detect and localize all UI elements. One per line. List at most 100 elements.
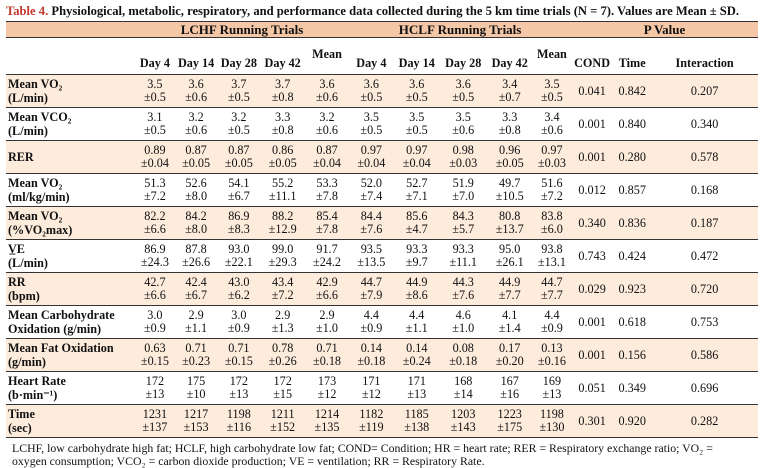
data-cell: 52.7 ±7.1 [393,173,440,207]
cell-sd: ±0.23 [182,354,211,368]
cell-sd: ±6.0 [540,222,563,236]
cell-mean: 44.3 [452,274,474,289]
data-cell: 3.0 ±0.9 [134,305,175,339]
p-value-cell: 0.012 [570,173,614,207]
cell-mean: 3.5 [147,76,163,91]
cell-mean: 84.3 [452,208,474,223]
row-label-line-1: Heart Rate [8,374,66,388]
cell-sd: ±0.8 [271,90,294,104]
cell-mean: 3.0 [231,307,247,322]
cell-mean: 0.71 [228,340,250,355]
table-row: Mean VO₂ (ml/kg/min) 51.3 ±7.2 52.6 ±8.0 54.1 ±… [6,173,758,207]
row-label-line-2: (g/min) [8,355,46,369]
table-caption: Table 4. Physiological, metabolic, respi… [6,4,758,18]
cell-sd: ±13 [542,387,562,401]
cell-mean: 85.6 [406,208,428,223]
data-cell: 43.0 ±6.2 [217,272,261,306]
data-cell: 0.98 ±0.03 [440,140,487,174]
cell-sd: ±0.6 [452,123,475,137]
data-cell: 86.9 ±8.3 [217,206,261,240]
data-cell: 0.87 ±0.04 [304,140,350,174]
column-header: Mean [532,37,571,75]
cell-mean: 0.08 [452,340,474,355]
cell-mean: 0.98 [452,142,474,157]
column-header: Day 42 [260,37,305,75]
data-cell: 95.0 ±26.1 [486,239,533,273]
row-label-line-2: (b·min⁻¹) [8,388,58,402]
cell-sd: ±0.5 [227,90,250,104]
cell-sd: ±13 [229,387,249,401]
p-value-cell: 0.051 [570,371,614,405]
p-value-cell: 0.753 [651,305,758,339]
cell-sd: ±0.15 [140,354,169,368]
cell-sd: ±10 [186,387,206,401]
table-row: RR (bpm) 42.7 ±6.6 42.4 ±6.7 43.0 ±6.2 43.4 ±7.2 4… [6,272,758,306]
table-row: Mean Fat Oxidation (g/min) 0.63 ±0.15 0.71 ±0… [6,338,758,372]
cell-sd: ±13 [145,387,165,401]
cell-sd: ±0.6 [316,123,338,137]
cell-sd: ±13.5 [357,255,386,269]
cell-mean: 1214 [314,406,340,421]
row-label-line-2: (bpm) [8,289,40,303]
p-value-cell: 0.001 [570,305,614,339]
cell-mean: 53.3 [316,175,338,190]
cell-sd: ±0.5 [452,90,475,104]
p-value-cell: 0.207 [651,74,758,108]
row-label-line-1: RR [8,275,26,289]
cell-mean: 44.9 [406,274,428,289]
cell-sd: ±7.0 [452,189,475,203]
cell-sd: ±0.6 [185,90,208,104]
data-cell: 167 ±16 [486,371,533,405]
cell-sd: ±116 [226,420,252,434]
p-value-cell: 0.282 [651,404,758,438]
cell-mean: 0.87 [316,142,338,157]
column-header-row: Day 4 Day 14 Day 28 Day 42 Mean Day 4 Day 14 Da… [6,37,758,75]
table-row: Heart Rate (b·min⁻¹) 172 ±13 175 ±10 172 ±13 172… [6,371,758,405]
cell-mean: 0.87 [228,142,250,157]
table-row: V̲E (L/min) 86.9 ±24.3 87.8 ±26.6 93.0 ±22.1 99.… [6,239,758,273]
data-cell: 1182 ±119 [349,404,394,438]
cell-mean: 99.0 [272,241,294,256]
table-container: Table 4. Physiological, metabolic, respi… [6,4,758,468]
cell-sd: ±0.03 [449,156,478,170]
table-row: Mean VCO₂ (L/min) 3.1 ±0.5 3.2 ±0.6 3.2 ±0.5 3.3… [6,107,758,141]
p-value-cell: 0.001 [570,107,614,141]
cell-mean: 4.4 [363,307,379,322]
cell-mean: 42.4 [185,274,207,289]
cell-mean: 51.3 [144,175,166,190]
cell-sd: ±0.6 [540,123,563,137]
cell-sd: ±29.3 [268,255,297,269]
cell-mean: 0.71 [185,340,207,355]
data-cell: 44.9 ±8.6 [393,272,440,306]
cell-sd: ±11.1 [449,255,478,269]
cell-sd: ±16 [500,387,520,401]
cell-mean: 3.5 [544,76,560,91]
cell-mean: 84.2 [185,208,207,223]
table-label: Table 4. [6,4,49,18]
p-value-cell: 0.840 [613,107,652,141]
cell-mean: 42.7 [144,274,166,289]
data-cell: 0.63 ±0.15 [134,338,175,372]
cell-sd: ±12 [317,387,337,401]
data-cell: 3.5 ±0.5 [393,107,440,141]
data-cell: 1214 ±135 [304,404,350,438]
cell-mean: 49.7 [499,175,521,190]
cell-sd: ±6.7 [185,288,208,302]
cell-sd: ±14 [453,387,473,401]
cell-sd: ±6.6 [143,222,166,236]
data-cell: 85.4 ±7.8 [304,206,350,240]
cell-sd: ±119 [359,420,384,434]
cell-mean: 52.6 [185,175,207,190]
blank-col-header [6,37,135,75]
data-cell: 91.7 ±24.2 [304,239,350,273]
cell-sd: ±24.2 [313,255,342,269]
data-cell: 0.08 ±0.18 [440,338,487,372]
cell-mean: 85.4 [316,208,338,223]
data-cell: 1231 ±137 [134,404,175,438]
cell-mean: 51.6 [541,175,563,190]
cell-sd: ±24.3 [140,255,169,269]
cell-mean: 172 [273,373,292,388]
cell-sd: ±0.05 [495,156,524,170]
cell-sd: ±1.0 [452,321,475,335]
cell-mean: 0.87 [185,142,207,157]
